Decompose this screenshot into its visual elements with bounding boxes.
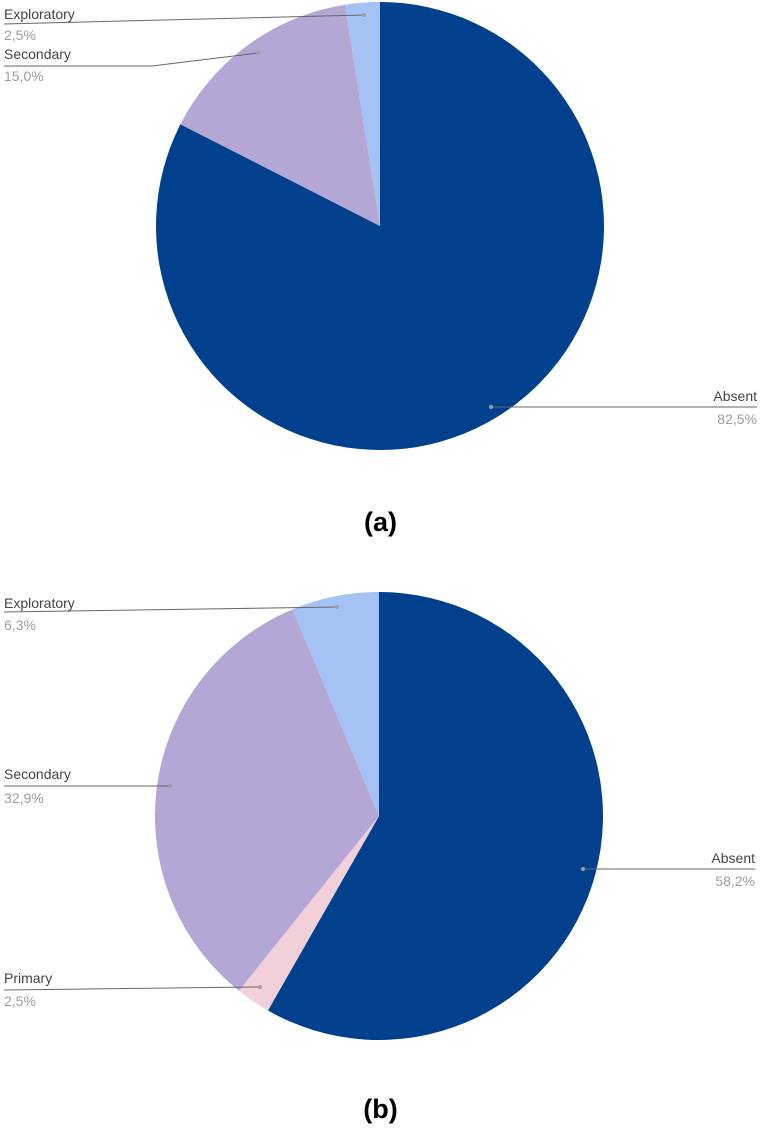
slice-name: Primary	[4, 970, 52, 986]
slice-label-secondary: Secondary 32,9%	[4, 766, 172, 806]
slice-name: Absent	[711, 850, 755, 866]
pie-chart-b: Absent 58,2% Primary 2,5% Secondary 32,9% Expl…	[3, 592, 755, 1040]
slice-value: 82,5%	[717, 411, 757, 427]
slice-label-exploratory: Exploratory 6,3%	[3, 595, 339, 633]
slice-value: 32,9%	[4, 790, 44, 806]
panel-label-a: (a)	[364, 507, 397, 537]
leader-dot	[258, 985, 262, 989]
slice-label-absent: Absent 58,2%	[581, 850, 755, 889]
pie-slice-secondary	[180, 4, 380, 226]
leader-line	[3, 14, 365, 25]
slice-value: 6,3%	[4, 617, 36, 633]
leader-line	[3, 986, 261, 991]
slice-name: Exploratory	[4, 595, 75, 611]
slice-value: 2,5%	[4, 27, 36, 43]
leader-line	[3, 606, 338, 613]
slice-label-secondary: Secondary 15,0%	[4, 46, 260, 84]
leader-dot	[581, 867, 585, 871]
pie-chart-a: Absent 82,5% Secondary 15,0% Exploratory 2,5%	[3, 1, 757, 450]
pie-slice-exploratory	[344, 1, 380, 226]
slice-value: 15,0%	[4, 68, 44, 84]
pie-slice-absent	[267, 592, 603, 1040]
slice-name: Secondary	[4, 46, 71, 62]
slice-label-exploratory: Exploratory 2,5%	[3, 6, 366, 43]
pie-slice-absent	[155, 2, 604, 450]
pie-slice-secondary	[155, 609, 379, 991]
leader-dot	[256, 51, 260, 55]
leader-line	[4, 52, 259, 67]
slice-label-absent: Absent 82,5%	[489, 388, 757, 427]
pie-slice-primary	[238, 816, 379, 1011]
slice-label-primary: Primary 2,5%	[3, 970, 262, 1009]
slice-value: 58,2%	[715, 873, 755, 889]
pie-slice-exploratory	[292, 592, 379, 816]
slice-name: Absent	[713, 388, 757, 404]
leader-dot	[489, 405, 493, 409]
slice-value: 2,5%	[4, 993, 36, 1009]
panel-label-b: (b)	[363, 1094, 398, 1124]
leader-dot	[362, 13, 366, 17]
slice-name: Secondary	[4, 766, 71, 782]
slice-name: Exploratory	[4, 6, 75, 22]
leader-dot	[335, 605, 339, 609]
leader-dot	[168, 784, 172, 788]
